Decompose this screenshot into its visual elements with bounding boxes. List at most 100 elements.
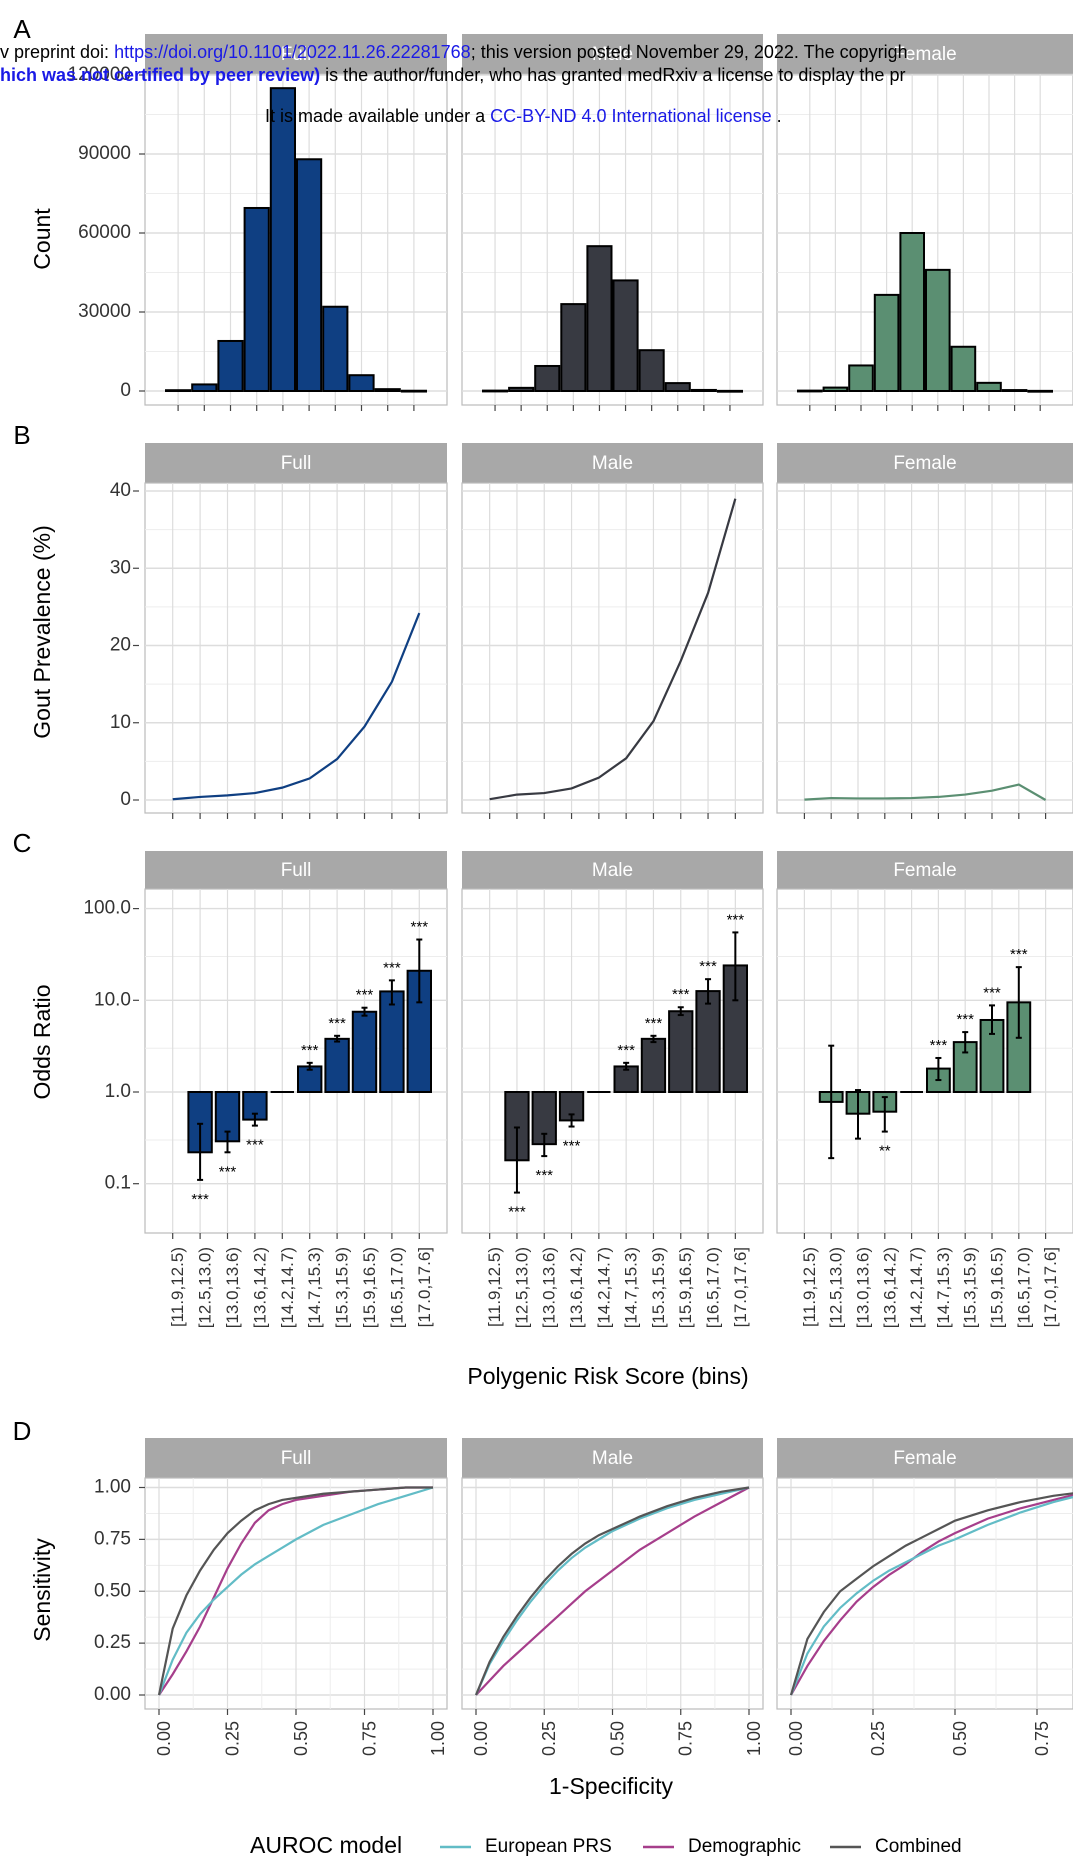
x-tick-label: 0.25: [539, 1721, 559, 1756]
facet-strip: [462, 1438, 763, 1478]
y-tick-label: 1.00: [94, 1477, 131, 1498]
x-tick-label: 0.00: [154, 1721, 174, 1756]
histogram-bar: [950, 345, 977, 393]
x-tick-label: [15.9,16.5): [676, 1247, 695, 1328]
x-tick-label: [13.6,14.2): [880, 1247, 899, 1328]
x-tick-label: [14.7,15.3): [305, 1247, 324, 1328]
odds-ratio-bar: [379, 990, 405, 1093]
roc-curve: [474, 1486, 750, 1696]
histogram-bar: [976, 381, 1002, 393]
x-tick-label: [12.5,13.0): [827, 1247, 846, 1328]
histogram-bar: [217, 339, 244, 393]
facet-strip: [777, 1438, 1073, 1478]
significance-label: ***: [191, 1191, 209, 1208]
significance-label: ***: [301, 1042, 319, 1059]
x-tick-label: [15.3,15.9): [961, 1247, 980, 1328]
x-tick-label: 0.75: [359, 1721, 379, 1756]
odds-ratio-bar: [640, 1037, 667, 1094]
histogram-bar: [899, 232, 926, 392]
doi-link[interactable]: https://doi.org/10.1101/2022.11.26.22281…: [114, 42, 471, 62]
odds-ratio-bar: [351, 1010, 378, 1094]
roc-curve: [474, 1486, 750, 1696]
significance-label: ***: [356, 987, 374, 1004]
panel-letter-b: B: [13, 420, 30, 450]
x-tick-label: [16.5,17.0): [387, 1247, 406, 1328]
histogram-bar: [165, 389, 192, 393]
y-tick-label: 40: [110, 480, 131, 501]
significance-label: ***: [411, 918, 429, 935]
histogram-bar: [243, 206, 270, 392]
y-tick-label: 0.50: [94, 1580, 131, 1601]
histogram-bar: [822, 386, 849, 392]
y-tick-label: 120000: [68, 64, 131, 85]
x-tick-label: [13.6,14.2): [250, 1247, 269, 1328]
x-axis-label: Polygenic Risk Score (bins): [467, 1363, 748, 1389]
y-tick-label: 10.0: [94, 989, 131, 1010]
y-axis-label: Gout Prevalence (%): [29, 525, 55, 738]
y-tick-label: 0: [120, 380, 131, 401]
significance-label: ***: [672, 986, 690, 1003]
banner-bold-text: hich was not certified by peer review): [0, 65, 321, 85]
histogram-bar: [873, 293, 900, 392]
banner-text: It is made available under a: [265, 106, 491, 126]
facet-strip: [462, 34, 763, 74]
x-tick-label: [11.9,12.5): [168, 1247, 187, 1327]
y-tick-label: 30: [110, 557, 131, 578]
facet-strip: [145, 1438, 447, 1478]
legend-label: Demographic: [688, 1836, 801, 1857]
facet-strip: [145, 443, 447, 483]
plot-panel: [144, 73, 448, 406]
odds-ratio-bar: [324, 1037, 350, 1094]
histogram-bar: [191, 383, 218, 392]
x-tick-label: [17.0,17.6]: [1041, 1247, 1060, 1327]
facet-strip: [145, 851, 447, 889]
histogram-bar: [690, 388, 717, 392]
x-tick-label: [15.3,15.9): [333, 1247, 352, 1328]
roc-curve: [789, 1492, 1073, 1696]
histogram-bar: [848, 364, 874, 392]
x-tick-label: [15.9,16.5): [360, 1247, 379, 1328]
histogram-bar: [797, 389, 823, 393]
facet-strip: [777, 443, 1073, 483]
x-tick-label: 0.50: [291, 1721, 311, 1756]
y-tick-label: 0.75: [94, 1528, 131, 1549]
roc-curve: [157, 1486, 434, 1696]
histogram-bar: [508, 386, 535, 392]
histogram-bar: [925, 268, 951, 392]
significance-label: ***: [383, 959, 401, 976]
x-tick-label: [17.0,17.6]: [415, 1247, 434, 1327]
histogram-bar: [586, 245, 613, 392]
significance-label: ***: [645, 1015, 663, 1032]
x-tick-label: 0.00: [471, 1721, 491, 1756]
facet-strip: [777, 851, 1073, 889]
x-tick-label: [13.6,14.2): [567, 1247, 586, 1328]
facet-label: Full: [281, 453, 312, 474]
x-tick-label: 1.00: [428, 1721, 448, 1756]
x-tick-label: 1.00: [744, 1721, 764, 1756]
significance-label: ***: [328, 1015, 346, 1032]
histogram-bar: [374, 388, 401, 393]
facet-label: Male: [592, 44, 633, 65]
y-tick-label: 0.25: [94, 1632, 131, 1653]
facet-label: Male: [592, 1448, 633, 1469]
histogram-bar: [482, 389, 509, 393]
y-tick-label: 10: [110, 712, 131, 733]
license-link[interactable]: CC-BY-ND 4.0 International license: [490, 106, 772, 126]
x-tick-label: [14.7,15.3): [622, 1247, 641, 1328]
x-axis-label: 1-Specificity: [549, 1773, 673, 1799]
significance-label: ***: [617, 1042, 635, 1059]
significance-label: **: [879, 1143, 891, 1160]
significance-label: ***: [535, 1167, 553, 1184]
x-tick-label: 0.25: [868, 1721, 888, 1756]
panel-letter-d: D: [13, 1416, 32, 1446]
y-tick-label: 20: [110, 635, 131, 656]
x-tick-label: [14.2,14.7): [907, 1247, 926, 1328]
x-tick-label: [14.7,15.3): [934, 1247, 953, 1328]
banner-line-3: It is made available under a CC-BY-ND 4.…: [265, 106, 782, 127]
y-tick-label: 1.0: [105, 1081, 131, 1102]
significance-label: ***: [219, 1163, 237, 1180]
facet-label: Full: [281, 44, 312, 65]
significance-label: ***: [699, 958, 717, 975]
x-tick-label: 0.75: [1032, 1721, 1052, 1756]
roc-curve: [789, 1495, 1073, 1696]
